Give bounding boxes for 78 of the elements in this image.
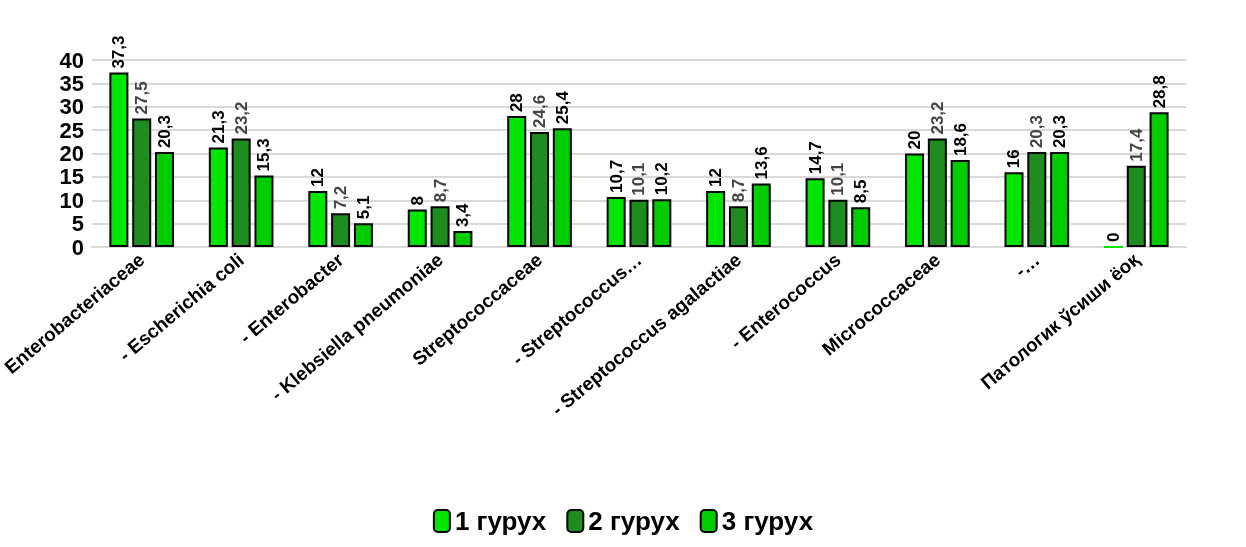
data-label: 12: [706, 167, 726, 187]
bar: [132, 118, 152, 247]
bar: [1004, 172, 1024, 247]
bar: [1126, 165, 1146, 247]
bar: [706, 190, 726, 247]
data-label: 24,6: [530, 94, 550, 128]
y-tick-label: 10: [59, 187, 84, 213]
data-label: 20: [905, 130, 925, 150]
y-tick-label: 5: [71, 211, 84, 237]
y-tick-label: 40: [59, 47, 84, 73]
y-tick-label: 15: [59, 164, 84, 190]
bar: [507, 116, 527, 247]
data-label: 3,4: [453, 202, 473, 228]
bar: [629, 199, 649, 247]
data-label: 37,3: [109, 35, 129, 69]
legend-label: 2 гурух: [588, 506, 681, 536]
bar: [331, 213, 351, 247]
bar: [1050, 152, 1070, 247]
data-label: 18,6: [950, 122, 970, 157]
data-label: 20,3: [155, 115, 175, 149]
bar: [950, 160, 970, 247]
data-label: 14,7: [805, 141, 825, 175]
data-label: 5,1: [353, 195, 373, 220]
data-label: 8: [407, 196, 427, 206]
data-label: 7,2: [331, 185, 351, 210]
data-label: 8,7: [728, 178, 748, 203]
bar: [751, 183, 771, 247]
data-label: 0: [1103, 232, 1123, 242]
data-label: 10,2: [652, 162, 672, 196]
bar: [927, 138, 947, 247]
bar: [606, 196, 626, 247]
data-label: 15,3: [254, 138, 274, 172]
data-label: 10,1: [828, 162, 848, 196]
data-label: 23,2: [927, 101, 947, 135]
data-label: 27,5: [132, 81, 152, 115]
y-tick-label: 35: [59, 70, 84, 96]
bar: [254, 175, 274, 247]
data-label: 25,4: [552, 90, 572, 125]
legend-label: 3 гурух: [721, 506, 814, 536]
data-label: 12: [308, 167, 328, 187]
data-label: 8,7: [430, 178, 450, 203]
bar: [552, 128, 572, 247]
bar: [805, 178, 825, 247]
bar: [530, 132, 550, 247]
x-tick-label: -…: [1010, 248, 1044, 282]
y-tick-label: 25: [59, 117, 84, 143]
bar: [1027, 152, 1047, 247]
data-label: 20,3: [1050, 115, 1070, 149]
data-label: 23,2: [231, 101, 251, 135]
bar: [407, 209, 427, 247]
data-label: 17,4: [1126, 128, 1146, 162]
y-tick-label: 30: [59, 94, 84, 120]
bar: [728, 206, 748, 247]
bar: [308, 190, 328, 247]
bar: [231, 138, 251, 247]
bar: [353, 223, 373, 247]
bar: [828, 199, 848, 247]
bar: [652, 199, 672, 247]
y-tick-label: 0: [71, 234, 84, 260]
legend-label: 1 гурух: [454, 506, 547, 536]
bar: [430, 206, 450, 247]
data-label: 21,3: [208, 110, 228, 144]
data-label: 8,5: [851, 179, 871, 204]
data-label: 10,1: [629, 162, 649, 196]
data-label: 10,7: [606, 159, 626, 193]
bar: [155, 152, 175, 247]
data-label: 28: [507, 93, 527, 113]
y-tick-label: 20: [59, 141, 84, 166]
bar: [1149, 112, 1169, 247]
bar: [851, 207, 871, 247]
data-label: 13,6: [751, 146, 771, 180]
bar: [453, 231, 473, 247]
bar: [208, 147, 228, 247]
bar: [905, 153, 925, 247]
data-label: 16: [1004, 149, 1024, 169]
data-label: 20,3: [1027, 115, 1047, 149]
bar: [109, 72, 129, 247]
data-label: 28,8: [1149, 75, 1169, 109]
